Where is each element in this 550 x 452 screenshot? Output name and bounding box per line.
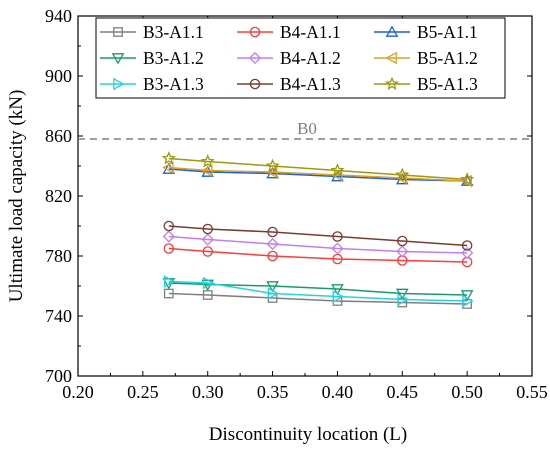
legend-marker-b5-a1.3 — [384, 76, 400, 90]
series-b4-a1.3 — [163, 220, 473, 251]
data-point-b4-a1.1 — [267, 250, 278, 262]
x-tick-label: 0.45 — [387, 382, 419, 402]
data-point-b5-a1.3 — [460, 172, 475, 186]
data-point-b4-a1.2 — [266, 237, 279, 251]
legend-marker-b4-a1.3 — [249, 78, 261, 90]
legend-label-b4-a1.2: B4-A1.2 — [280, 48, 341, 68]
data-point-b4-a1.2 — [162, 230, 175, 243]
data-point-b3-a1.2 — [331, 284, 344, 296]
legend-label-b5-a1.3: B5-A1.3 — [417, 74, 478, 94]
data-point-b3-a1.3 — [267, 287, 280, 300]
series-line-b5-a1.1 — [168, 168, 468, 182]
series-line-b4-a1.3 — [168, 225, 468, 247]
x-tick-label: 0.25 — [127, 382, 159, 402]
data-point-b4-a1.3 — [397, 235, 408, 247]
legend-marker-b5-a1.1 — [385, 25, 399, 37]
legend-label-b5-a1.1: B5-A1.1 — [417, 22, 478, 42]
legend-marker-b3-a1.3 — [113, 77, 125, 91]
data-point-b4-a1.2 — [396, 245, 409, 258]
series-line-b4-a1.2 — [168, 235, 468, 254]
data-point-b3-a1.2 — [395, 288, 409, 301]
series-b3-a1.1 — [163, 288, 472, 309]
data-point-b4-a1.2 — [201, 233, 214, 246]
y-tick-label: 820 — [45, 186, 72, 206]
data-point-b5-a1.2 — [162, 161, 174, 174]
data-point-b5-a1.3 — [161, 151, 176, 165]
legend-marker-b4-a1.2 — [248, 51, 262, 65]
series-line-b3-a1.3 — [168, 280, 468, 302]
data-point-b4-a1.3 — [163, 220, 175, 232]
data-point-b4-a1.1 — [202, 246, 213, 257]
series-b5-a1.3 — [161, 151, 475, 186]
legend-label-b3-a1.3: B3-A1.3 — [143, 74, 204, 94]
series-group — [161, 151, 475, 309]
legend: B3-A1.1 B4-A1.1 B5-A1.1 B3-A1.2 B4-A1.2 B5-A1… — [95, 17, 506, 99]
y-tick-label: 700 — [45, 366, 72, 386]
data-point-b4-a1.3 — [202, 223, 213, 235]
legend-marker-b3-a1.1 — [113, 27, 123, 37]
data-point-b3-a1.3 — [163, 275, 176, 288]
y-tick-label: 780 — [45, 246, 72, 266]
x-axis-label: Discontinuity location (L) — [209, 424, 407, 445]
y-tick-label: 740 — [45, 306, 72, 326]
data-point-b5-a1.2 — [201, 164, 213, 177]
x-tick-label: 0.40 — [322, 382, 354, 402]
series-b4-a1.2 — [162, 230, 474, 260]
legend-label-b4-a1.3: B4-A1.3 — [280, 74, 341, 94]
legend-label-b3-a1.2: B3-A1.2 — [143, 48, 204, 68]
series-line-b4-a1.1 — [168, 247, 468, 263]
data-point-b5-a1.2 — [330, 168, 343, 182]
y-tick-label: 900 — [45, 66, 72, 86]
data-point-b3-a1.3 — [202, 276, 215, 290]
x-tick-label: 0.30 — [192, 382, 224, 402]
data-point-b5-a1.3 — [200, 154, 215, 168]
axes: 0.20 0.25 0.30 0.35 0.40 0.45 0.50 0.55 700 740 78… — [45, 6, 548, 402]
data-point-b5-a1.3 — [330, 163, 345, 177]
data-point-b5-a1.2 — [460, 174, 472, 188]
data-point-b4-a1.1 — [163, 243, 175, 254]
data-point-b3-a1.3 — [332, 290, 344, 303]
data-point-b4-a1.2 — [461, 246, 474, 260]
data-point-b4-a1.3 — [267, 226, 278, 238]
data-point-b5-a1.3 — [395, 167, 410, 181]
series-b4-a1.1 — [163, 243, 473, 268]
legend-marker-b5-a1.2 — [385, 51, 397, 65]
reference-line-label: B0 — [297, 119, 317, 138]
data-point-b4-a1.3 — [332, 231, 343, 242]
data-point-b3-a1.2 — [460, 290, 474, 302]
x-tick-label: 0.55 — [516, 382, 548, 402]
legend-marker-b3-a1.2 — [111, 53, 125, 65]
data-point-b4-a1.3 — [461, 240, 473, 251]
x-tick-label: 0.50 — [451, 382, 483, 402]
series-line-b5-a1.2 — [168, 166, 468, 182]
x-tick-label: 0.35 — [257, 382, 289, 402]
series-line-b3-a1.1 — [168, 292, 468, 305]
series-b3-a1.3 — [163, 275, 474, 308]
data-point-b3-a1.2 — [266, 281, 279, 293]
legend-box — [95, 17, 506, 99]
y-tick-label: 860 — [45, 126, 72, 146]
series-line-b5-a1.3 — [168, 157, 468, 181]
legend-label-b3-a1.1: B3-A1.1 — [143, 22, 204, 42]
x-tick-label: 0.20 — [62, 382, 94, 402]
y-tick-label: 940 — [45, 6, 72, 26]
legend-marker-b4-a1.1 — [249, 26, 261, 38]
legend-label-b5-a1.2: B5-A1.2 — [417, 48, 478, 68]
data-point-b3-a1.3 — [462, 294, 474, 308]
y-axis-label: Ultimate load capacity (kN) — [6, 90, 27, 303]
data-point-b3-a1.3 — [397, 293, 409, 306]
series-line-b3-a1.2 — [168, 282, 468, 296]
data-point-b4-a1.2 — [331, 242, 344, 255]
legend-label-b4-a1.1: B4-A1.1 — [280, 22, 341, 42]
data-point-b5-a1.3 — [265, 158, 280, 172]
